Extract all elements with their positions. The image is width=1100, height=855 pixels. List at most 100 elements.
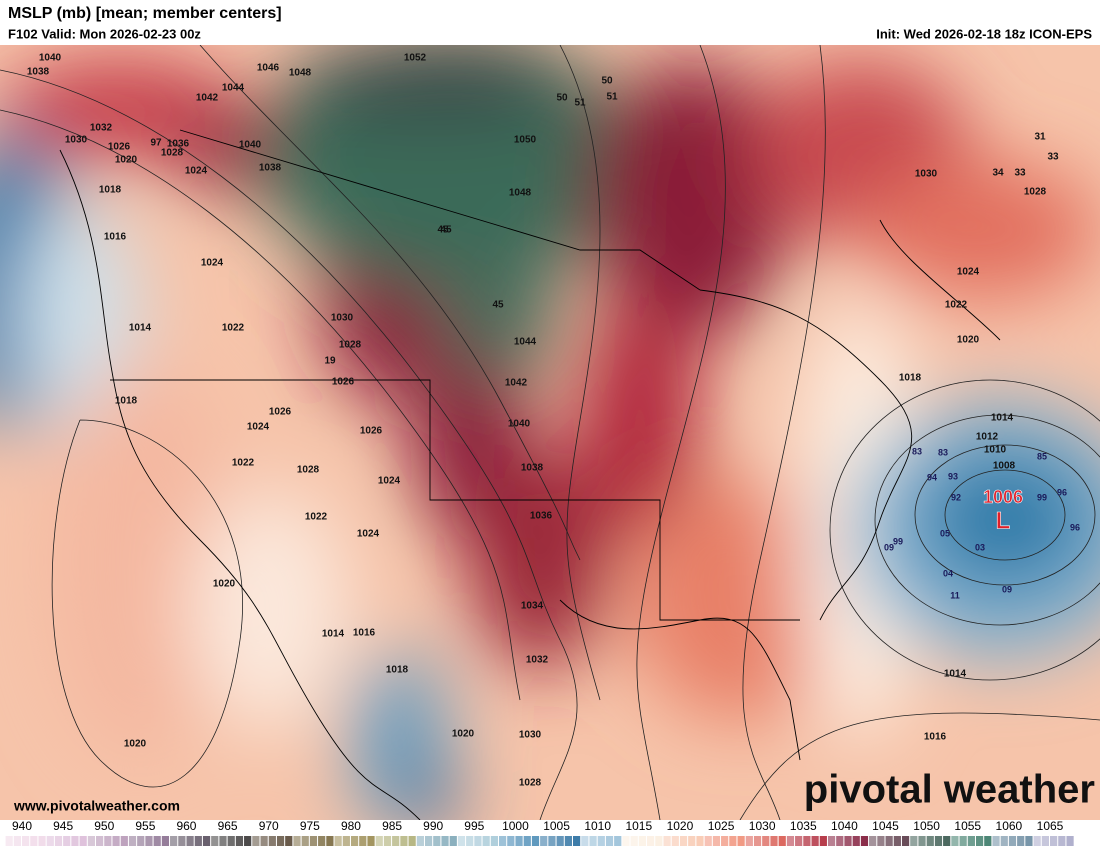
colorbar-swatch (22, 836, 30, 846)
colorbar-swatch (721, 836, 729, 846)
colorbar-swatch (104, 836, 112, 846)
isobars (0, 45, 1100, 820)
colorbar-swatch (523, 836, 531, 846)
colorbar-swatch (202, 836, 211, 846)
isobar-label: 1030 (519, 730, 542, 741)
isobar-label: 1028 (1024, 187, 1047, 198)
colorbar-swatch (120, 836, 128, 846)
logo: pivotal weather (804, 768, 1095, 812)
isobar-label: 1032 (90, 123, 113, 134)
colorbar-swatch (869, 836, 877, 846)
member-center: 03 (975, 542, 985, 552)
colorbar-swatch (375, 836, 383, 846)
colorbar-swatch (770, 836, 778, 846)
colorbar-tick-label: 955 (135, 819, 155, 833)
isobar-label: 1014 (991, 413, 1014, 424)
colorbar-swatch (786, 836, 795, 846)
colorbar-swatch (943, 836, 951, 846)
isobar-label: 1020 (115, 155, 138, 166)
isobar-label: 1028 (161, 148, 184, 159)
isobar-label: 1040 (508, 419, 531, 430)
colorbar-swatch (614, 836, 622, 846)
colorbar-swatch (992, 836, 1000, 846)
colorbar-tick-label: 1005 (543, 819, 570, 833)
isobar-label: 1014 (944, 669, 967, 680)
colorbar-tick-label: 960 (176, 819, 196, 833)
valid-time: F102 Valid: Mon 2026-02-23 00z (8, 26, 201, 41)
colorbar-swatch (918, 836, 926, 846)
colorbar-swatch (778, 836, 786, 846)
isobar-label: 33 (1047, 152, 1059, 163)
isobar-label: 50 (556, 93, 568, 104)
isobar-label: 1038 (27, 67, 50, 78)
colorbar-swatch (13, 836, 21, 846)
website: www.pivotalweather.com (13, 798, 180, 814)
init-time: Init: Wed 2026-02-18 18z ICON-EPS (876, 26, 1092, 41)
colorbar-swatch (1033, 836, 1041, 846)
colorbar-swatch (622, 836, 630, 846)
colorbar-swatch (408, 836, 416, 846)
colorbar-swatch (359, 836, 367, 846)
colorbar-tick-label: 1035 (790, 819, 817, 833)
colorbar-swatch (548, 836, 556, 846)
colorbar-swatch (276, 836, 285, 846)
colorbar-swatch (704, 836, 712, 846)
colorbar-swatch (161, 836, 170, 846)
colorbar-swatch (959, 836, 967, 846)
low-pressure: 1006 (983, 487, 1023, 507)
colorbar-swatch (268, 836, 276, 846)
colorbar-swatch (1058, 836, 1066, 846)
colorbar-swatch (737, 836, 745, 846)
colorbar-swatch (819, 836, 827, 846)
colorbar-swatch (482, 836, 490, 846)
colorbar-swatch (688, 836, 696, 846)
colorbar-swatch (655, 836, 663, 846)
colorbar-swatch (383, 836, 392, 846)
member-center: 83 (912, 446, 922, 456)
colorbar-swatch (712, 836, 721, 846)
colorbar-swatch (934, 836, 943, 846)
isobar-label: 1020 (213, 579, 236, 590)
isobar-label: 19 (324, 356, 336, 367)
pressure-shading (0, 45, 1100, 820)
member-center: 05 (940, 528, 950, 538)
colorbar-swatch (1017, 836, 1025, 846)
isobar-label: 1020 (957, 335, 980, 346)
colorbar-tick-label: 1040 (831, 819, 858, 833)
isobar-label: 1038 (259, 163, 282, 174)
colorbar-tick-label: 1020 (667, 819, 694, 833)
colorbar-swatch (244, 836, 252, 846)
colorbar-tick-label: 1025 (708, 819, 735, 833)
colorbar-swatch (1025, 836, 1033, 846)
colorbar-swatch (318, 836, 326, 846)
colorbar-swatch (457, 836, 466, 846)
colorbar-swatch (326, 836, 334, 846)
member-center: 94 (927, 472, 937, 482)
isobar-label: 45 (437, 225, 449, 236)
colorbar-swatch (112, 836, 120, 846)
colorbar-swatch (984, 836, 992, 846)
colorbar-swatch (46, 836, 54, 846)
isobar-label: 51 (574, 98, 586, 109)
colorbar-swatch (441, 836, 449, 846)
isobar-label: 1042 (196, 93, 219, 104)
isobar-label: 31 (1034, 132, 1046, 143)
isobar-label: 1030 (65, 135, 88, 146)
low-symbol: L (996, 507, 1011, 534)
colorbar-swatch (540, 836, 548, 846)
colorbar-swatch (729, 836, 737, 846)
colorbar-swatch (63, 836, 71, 846)
member-center: 99 (893, 536, 903, 546)
colorbar-swatch (605, 836, 614, 846)
colorbar-swatch (79, 836, 87, 846)
isobar-label: 1022 (305, 512, 328, 523)
colorbar-swatch (885, 836, 893, 846)
isobar-label: 1044 (514, 337, 537, 348)
colorbar-swatch (227, 836, 235, 846)
colorbar-swatch (1041, 836, 1049, 846)
isobar-label: 51 (606, 92, 618, 103)
colorbar-swatch (581, 836, 589, 846)
isobar-label: 1042 (505, 378, 528, 389)
colorbar-tick-label: 1065 (1037, 819, 1064, 833)
